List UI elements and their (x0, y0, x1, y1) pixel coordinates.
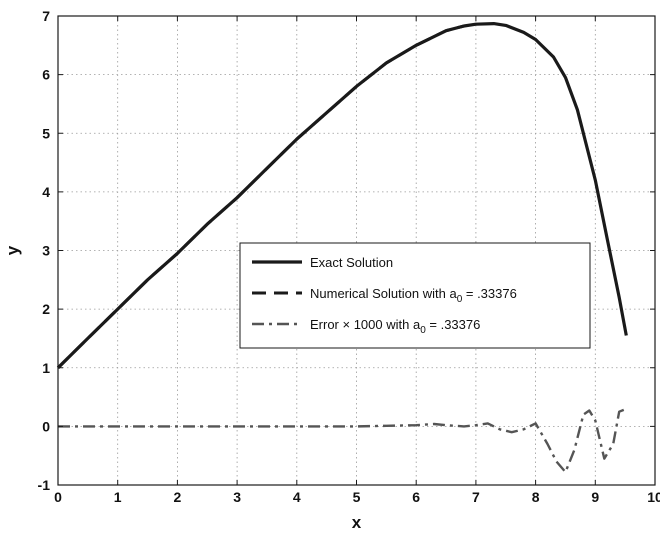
y-tick-label: 5 (42, 125, 50, 141)
series-line-dashdot (58, 407, 627, 474)
y-tick-label: 1 (42, 360, 50, 376)
legend-label: Exact Solution (310, 255, 393, 270)
legend-label-subscript: 0 (420, 325, 426, 336)
x-tick-label: 1 (114, 489, 122, 505)
y-tick-label: -1 (38, 477, 51, 493)
legend-label: Error × 1000 with a0 = .33376 (310, 317, 480, 336)
series-layer (56, 22, 628, 474)
x-tick-label: 8 (532, 489, 540, 505)
legend-label-main: Error × 1000 with a (310, 317, 421, 332)
y-tick-label: 2 (42, 301, 50, 317)
x-tick-label: 10 (647, 489, 660, 505)
legend-label-suffix: = .33376 (426, 317, 481, 332)
x-tick-label: 0 (54, 489, 62, 505)
legend-label-main: Numerical Solution with a (310, 286, 457, 301)
y-tick-label: 4 (42, 184, 50, 200)
x-tick-label: 5 (353, 489, 361, 505)
y-tick-label: 3 (42, 243, 50, 259)
x-tick-label: 2 (174, 489, 182, 505)
y-tick-label: 7 (42, 8, 50, 24)
x-axis-label: x (352, 513, 362, 532)
legend-label-main: Exact Solution (310, 255, 393, 270)
x-tick-label: 4 (293, 489, 301, 505)
x-tick-label: 9 (591, 489, 599, 505)
legend-label: Numerical Solution with a0 = .33376 (310, 286, 517, 305)
x-tick-label: 3 (233, 489, 241, 505)
legend-label-suffix: = .33376 (462, 286, 517, 301)
y-tick-label: 6 (42, 67, 50, 83)
x-tick-label: 7 (472, 489, 480, 505)
y-tick-label: 0 (42, 418, 50, 434)
legend-label-subscript: 0 (457, 294, 463, 305)
series-line-solid (56, 22, 628, 369)
x-tick-label: 6 (412, 489, 420, 505)
y-axis-label: y (3, 245, 22, 255)
